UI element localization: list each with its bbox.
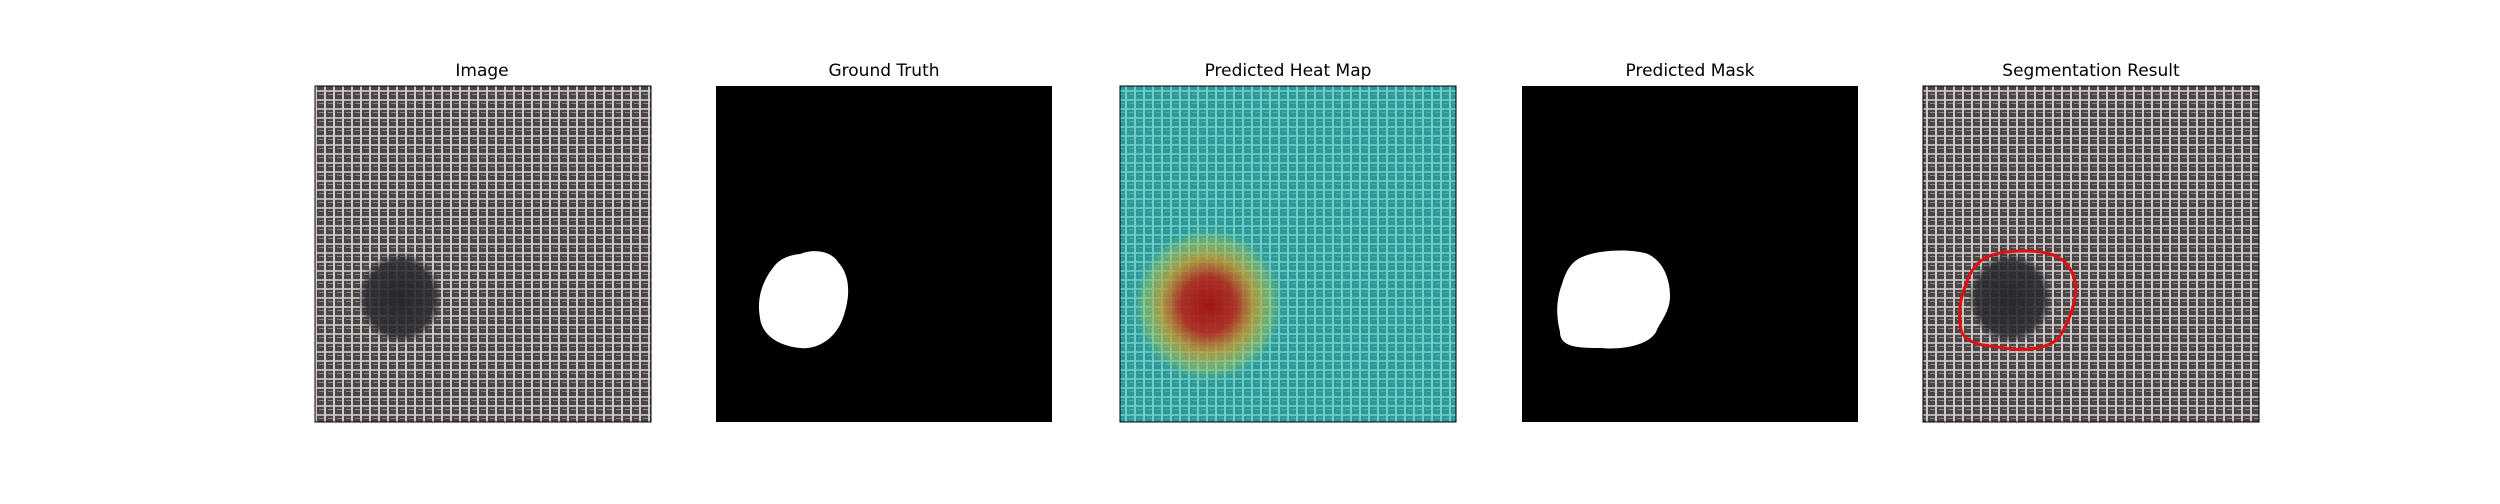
panel-image: Image <box>314 61 652 423</box>
segmentation-fabric <box>1922 85 2260 423</box>
panel-title-ground-truth: Ground Truth <box>828 61 939 81</box>
segmentation-contour <box>1958 249 2078 351</box>
image-fabric <box>314 85 652 423</box>
defect-spot <box>358 252 442 344</box>
predicted-mask <box>1557 250 1670 349</box>
mask-background <box>1522 86 1858 422</box>
panel-segmentation: Segmentation Result <box>1922 61 2260 423</box>
panel-title-image: Image <box>455 61 508 81</box>
panel-title-heatmap: Predicted Heat Map <box>1205 61 1372 81</box>
panel-mask: Predicted Mask <box>1522 61 1858 422</box>
panel-title-mask: Predicted Mask <box>1626 61 1755 81</box>
panel-heatmap: Predicted Heat Map <box>1119 61 1457 423</box>
heatmap-hotspot <box>1130 225 1286 385</box>
segmentation-defect-spot <box>1968 252 2052 344</box>
ground-truth-mask <box>758 251 849 349</box>
panel-ground-truth: Ground Truth <box>716 61 1052 422</box>
ground-truth-background <box>716 86 1052 422</box>
panel-title-segmentation: Segmentation Result <box>2002 61 2180 81</box>
